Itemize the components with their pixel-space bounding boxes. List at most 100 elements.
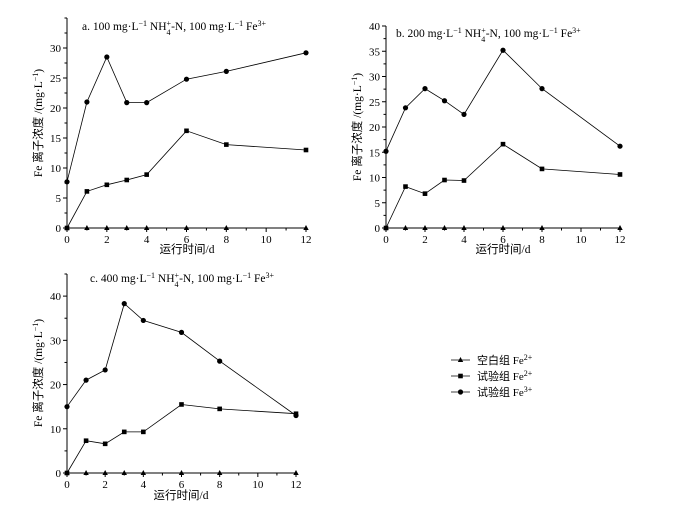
y-label-part: ) xyxy=(33,319,45,323)
legend-marker-triangle xyxy=(457,357,464,362)
x-tick-label: 8 xyxy=(539,234,545,246)
y-label-part: Fe 离子浓度 /(mg·L xyxy=(31,331,45,427)
data-point xyxy=(121,429,127,435)
x-tick-label: 8 xyxy=(224,234,230,246)
data-point xyxy=(383,148,389,154)
legend-label: 试验组 Fe2+ xyxy=(477,369,533,384)
title-sub: 4 xyxy=(167,28,171,37)
data-point xyxy=(402,225,409,230)
series-triangle xyxy=(383,225,623,230)
y-tick-label: 15 xyxy=(369,147,381,159)
y-tick-label: 10 xyxy=(369,173,381,185)
data-point xyxy=(223,68,229,74)
y-tick-label: 35 xyxy=(369,46,381,58)
data-point xyxy=(143,225,150,230)
data-point xyxy=(383,225,389,231)
series-square xyxy=(64,128,309,231)
y-label-part: ) xyxy=(33,69,45,73)
data-point xyxy=(500,141,506,147)
y-tick-label: 0 xyxy=(56,223,62,235)
y-tick-label: 10 xyxy=(50,163,62,175)
title-sup: + xyxy=(175,271,180,280)
title-sub: 4 xyxy=(175,280,179,289)
data-point xyxy=(179,402,184,407)
data-point xyxy=(178,470,185,475)
title-part: -N, 100 mg·L xyxy=(179,273,243,285)
legend-text: 空白组 Fe xyxy=(477,353,524,367)
data-point xyxy=(144,100,150,106)
x-tick-label: 12 xyxy=(291,479,302,491)
data-point xyxy=(140,470,147,475)
y-tick-label: 40 xyxy=(369,21,381,33)
data-point xyxy=(104,225,110,230)
x-tick-label: 0 xyxy=(383,234,389,246)
series-line xyxy=(66,302,297,416)
data-point xyxy=(178,329,185,335)
data-point xyxy=(217,406,222,412)
legend-text: 试验组 Fe xyxy=(477,385,524,399)
y-tick-label: 0 xyxy=(375,223,381,235)
data-point xyxy=(617,172,623,177)
data-point xyxy=(121,470,127,475)
data-point xyxy=(422,86,428,92)
chart-title: a. 100 mg·L−1 NH4+-N, 100 mg·L−1 Fe3+ xyxy=(82,19,267,37)
x-tick-label: 6 xyxy=(179,479,185,491)
data-point xyxy=(500,225,506,230)
x-tick-label: 10 xyxy=(261,234,273,246)
title-sup: −1 xyxy=(235,19,244,28)
title-part: -N, 100 mg·L xyxy=(486,28,550,40)
x-tick-label: 0 xyxy=(64,479,70,491)
y-tick-label: 25 xyxy=(50,73,62,85)
x-tick-label: 10 xyxy=(576,234,588,246)
title-sup: −1 xyxy=(243,271,252,280)
data-point xyxy=(539,166,545,172)
title-sup: 3+ xyxy=(266,271,275,280)
legend-marker-circle xyxy=(457,389,464,395)
data-point xyxy=(403,184,408,189)
data-point xyxy=(422,225,428,230)
title-part: Fe xyxy=(558,28,572,40)
title-sup: −1 xyxy=(139,19,148,28)
data-point xyxy=(617,225,623,230)
title-sup: + xyxy=(481,26,486,35)
title-sup: −1 xyxy=(453,26,462,35)
data-point xyxy=(102,367,108,373)
data-point xyxy=(184,128,189,134)
title-part: -N, 100 mg·L xyxy=(171,21,235,33)
series-circle xyxy=(64,301,299,419)
data-point xyxy=(183,225,190,230)
data-point xyxy=(121,301,127,307)
title-sup: −1 xyxy=(147,271,156,280)
data-point xyxy=(223,225,230,230)
legend-item: 空白组 Fe2+ xyxy=(451,353,533,367)
y-tick-label: 0 xyxy=(56,468,62,480)
data-point xyxy=(83,470,89,475)
legend: 空白组 Fe2+ 试验组 Fe2+试验组 Fe3+ xyxy=(451,353,533,399)
data-point xyxy=(84,225,90,230)
series-circle xyxy=(383,47,623,154)
data-point xyxy=(124,100,130,106)
data-point xyxy=(64,470,70,476)
data-point xyxy=(303,50,309,56)
title-part: NH xyxy=(462,28,482,40)
title-part: a. 100 mg·L xyxy=(82,21,139,33)
data-point xyxy=(461,225,467,230)
title-sup: 3+ xyxy=(572,26,581,35)
title-part: b. 200 mg·L xyxy=(396,28,453,40)
x-tick-label: 4 xyxy=(144,234,150,246)
x-tick-label: 12 xyxy=(301,234,312,246)
y-tick-label: 20 xyxy=(50,103,62,115)
series-line xyxy=(385,49,621,152)
x-tick-label: 12 xyxy=(615,234,626,246)
y-axis-label: Fe 离子浓度 /(mg·L−1) xyxy=(31,69,46,177)
legend-sup: 3+ xyxy=(524,385,533,394)
x-tick-label: 4 xyxy=(461,234,467,246)
x-tick-label: 10 xyxy=(252,479,264,491)
data-point xyxy=(539,225,545,230)
data-point xyxy=(442,177,447,183)
chart-title: b. 200 mg·L−1 NH4+-N, 100 mg·L−1 Fe3+ xyxy=(396,26,581,44)
data-point xyxy=(83,438,89,444)
x-tick-label: 6 xyxy=(184,234,190,246)
